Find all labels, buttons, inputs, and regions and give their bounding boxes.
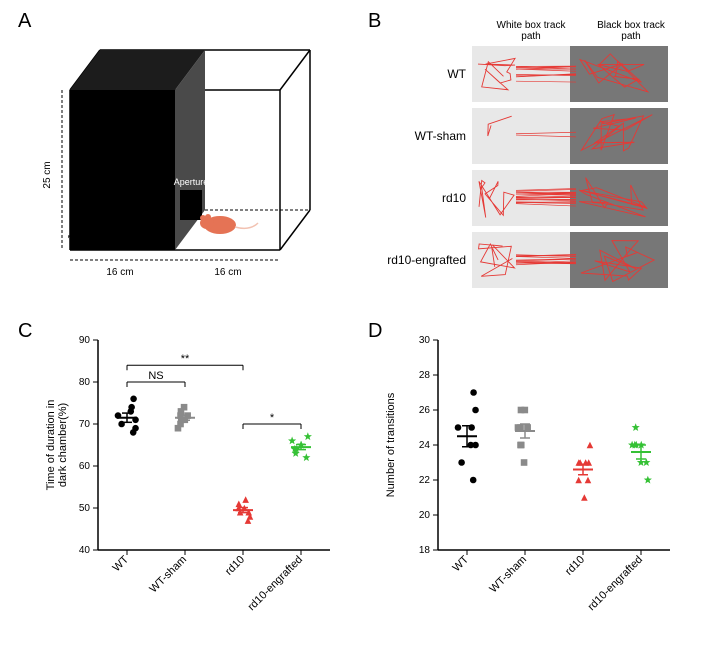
svg-text:**: ** <box>181 353 190 365</box>
svg-text:20: 20 <box>419 510 431 521</box>
track-row: rd10 <box>380 170 690 226</box>
track-header-black: Black box track path <box>586 20 676 42</box>
svg-text:30: 30 <box>419 335 431 346</box>
panel-a-box-diagram: Aperture 25 cm 16 cm 16 cm 16 cm <box>40 30 340 290</box>
track-row: rd10-engrafted <box>380 232 690 288</box>
track-row: WT-sham <box>380 108 690 164</box>
track-header-white: White box track path <box>486 20 576 42</box>
svg-text:dark chamber(%): dark chamber(%) <box>57 403 69 487</box>
panel-d-chart: 18 20 22 24 26 28 30 Number of transitions WT WT-… <box>380 330 680 630</box>
svg-text:40: 40 <box>79 545 91 556</box>
svg-text:90: 90 <box>79 335 91 346</box>
svg-text:50: 50 <box>79 503 91 514</box>
track-viz <box>472 46 668 102</box>
dim-width-white: 16 cm <box>214 267 241 278</box>
svg-text:rd10-engrafted: rd10-engrafted <box>246 554 306 614</box>
track-row-label: WT <box>380 67 472 81</box>
aperture-label: Aperture <box>174 177 209 187</box>
svg-text:*: * <box>270 412 275 424</box>
dim-height: 25 cm <box>42 161 53 188</box>
track-row-label: WT-sham <box>380 129 472 143</box>
svg-text:28: 28 <box>419 370 431 381</box>
svg-text:rd10-engrafted: rd10-engrafted <box>586 554 646 614</box>
panel-b-tracks: White box track path Black box track pat… <box>380 20 690 310</box>
svg-text:WT-sham: WT-sham <box>487 554 529 596</box>
svg-text:rd10: rd10 <box>223 554 247 578</box>
svg-text:70: 70 <box>79 419 91 430</box>
dim-width-black: 16 cm <box>106 267 133 278</box>
track-row-label: rd10 <box>380 191 472 205</box>
svg-text:Number of transitions: Number of transitions <box>385 392 397 497</box>
svg-text:80: 80 <box>79 377 91 388</box>
box-svg: Aperture 25 cm 16 cm 16 cm 16 cm <box>40 30 340 290</box>
panel-c-label: C <box>18 320 32 343</box>
svg-text:NS: NS <box>148 370 163 382</box>
track-row: WT <box>380 46 690 102</box>
svg-text:Time of duration in: Time of duration in <box>45 400 57 491</box>
svg-text:18: 18 <box>419 545 431 556</box>
track-viz <box>472 232 668 288</box>
track-row-label: rd10-engrafted <box>380 253 472 267</box>
track-viz <box>472 108 668 164</box>
svg-text:26: 26 <box>419 405 431 416</box>
svg-text:WT: WT <box>451 553 472 574</box>
panel-c-chart: 40 50 60 70 80 90 Time of duration indark cham… <box>40 330 340 630</box>
svg-text:WT-sham: WT-sham <box>147 554 189 596</box>
svg-text:WT: WT <box>111 553 132 574</box>
svg-text:24: 24 <box>419 440 431 451</box>
svg-text:22: 22 <box>419 475 431 486</box>
panel-a-label: A <box>18 10 31 33</box>
svg-text:60: 60 <box>79 461 91 472</box>
svg-text:rd10: rd10 <box>563 554 587 578</box>
track-viz <box>472 170 668 226</box>
